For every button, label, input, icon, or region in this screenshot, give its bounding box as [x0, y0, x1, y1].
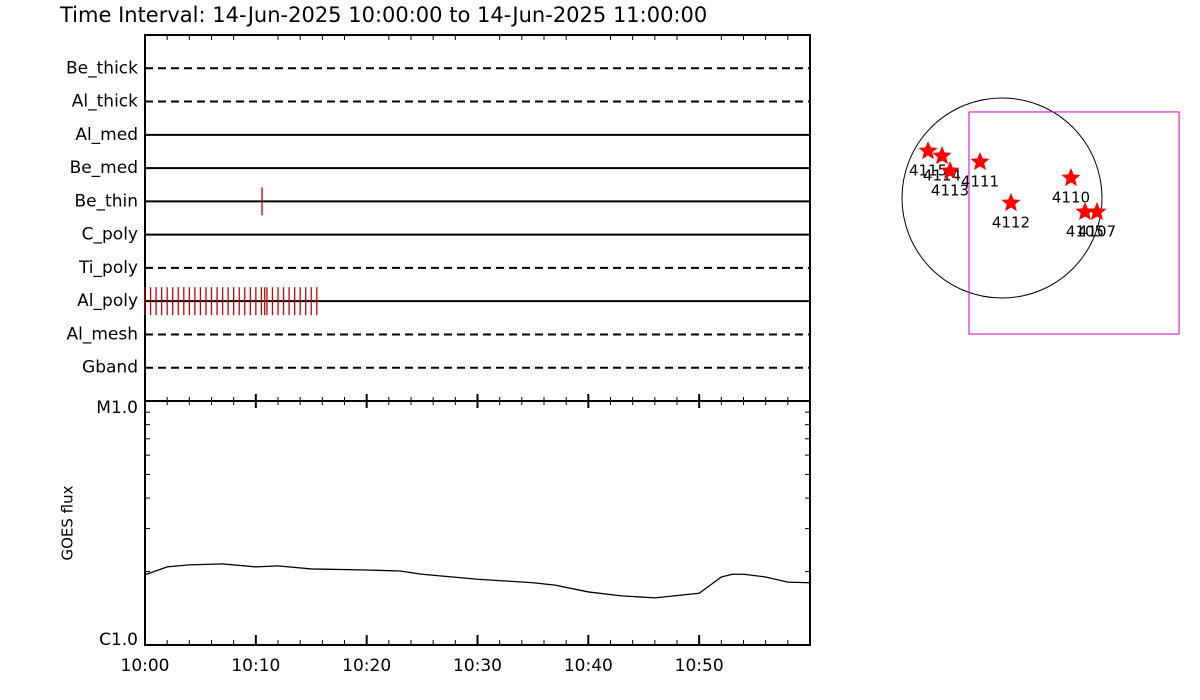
active-region-label: 4105 — [1066, 222, 1104, 240]
active-region-marker — [932, 146, 952, 165]
active-region-label: 4110 — [1052, 189, 1090, 207]
filter-label: Gband — [82, 358, 138, 378]
x-tick-label: 10:00 — [121, 656, 170, 676]
plot-title: Time Interval: 14-Jun-2025 10:00:00 to 1… — [59, 3, 707, 27]
active-region-marker — [1061, 168, 1081, 187]
y-tick-label: C1.0 — [99, 630, 138, 650]
x-tick-label: 10:10 — [231, 656, 280, 676]
x-tick-label: 10:20 — [342, 656, 391, 676]
filter-label: Be_thick — [66, 58, 138, 78]
active-region-label: 4111 — [961, 172, 999, 190]
active-region-label: 4107 — [1078, 222, 1116, 240]
y-axis-label: GOES flux — [59, 485, 77, 560]
active-region-label: 4113 — [931, 182, 969, 200]
active-region-marker — [1075, 202, 1095, 220]
x-tick-label: 10:40 — [564, 656, 613, 676]
solar-limb — [901, 97, 1103, 299]
active-region-marker — [1087, 202, 1107, 220]
goes-flux-line — [144, 563, 811, 599]
filter-label: C_poly — [82, 225, 138, 245]
filter-label: Al_med — [75, 125, 138, 145]
filter-label: Al_mesh — [66, 324, 138, 344]
panel-frame — [144, 34, 811, 402]
filter-label: Be_med — [70, 158, 138, 178]
active-region-marker — [970, 152, 990, 170]
active-region-label: 4112 — [992, 214, 1030, 232]
x-tick-label: 10:30 — [453, 656, 502, 676]
filter-label: Al_poly — [77, 291, 138, 311]
active-region-marker — [918, 141, 938, 160]
filter-label: Ti_poly — [78, 258, 138, 278]
active-region-marker — [1001, 193, 1021, 212]
filter-label: Al_thick — [72, 92, 138, 112]
active-region-marker — [940, 161, 960, 180]
y-tick-label: M1.0 — [96, 398, 138, 418]
x-tick-label: 10:50 — [675, 656, 724, 676]
xrt-fov-box — [968, 111, 1180, 335]
panel-frame — [144, 400, 811, 646]
filter-label: Be_thin — [74, 191, 138, 211]
active-region-label: 4115 — [909, 162, 947, 180]
